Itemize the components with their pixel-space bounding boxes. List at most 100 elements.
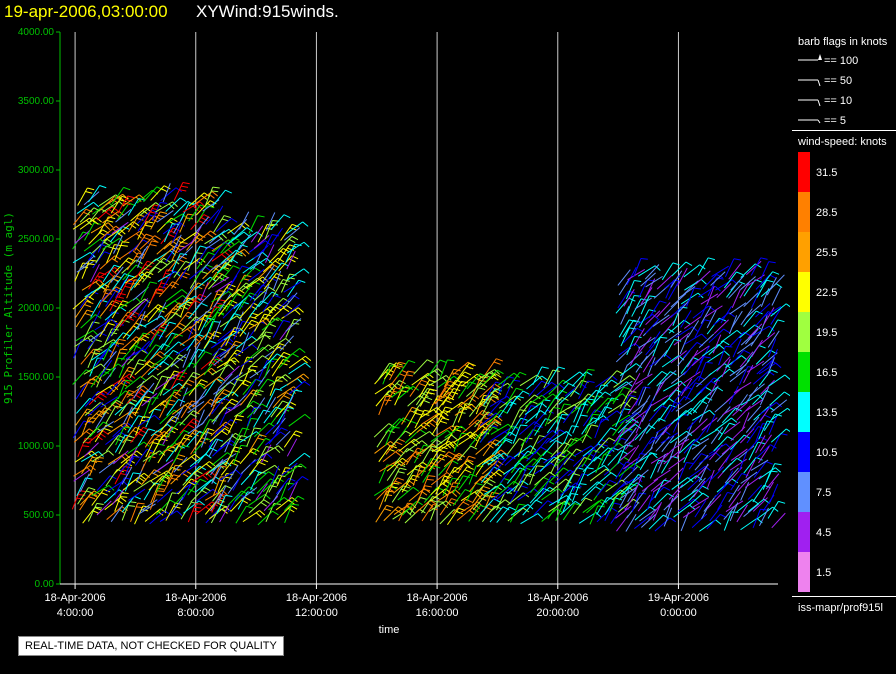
wind-barb-staff xyxy=(614,424,628,442)
wind-barb-flag xyxy=(262,320,269,327)
wind-barb-flag xyxy=(178,454,186,458)
wind-barb-flag xyxy=(729,422,737,426)
wind-barb-staff xyxy=(248,318,267,330)
wind-barb-staff xyxy=(707,350,725,363)
wind-barb-flag xyxy=(611,507,618,512)
wind-barb-flag xyxy=(98,451,104,457)
wind-barb xyxy=(519,465,535,485)
wind-barb-staff xyxy=(699,429,718,441)
wind-barb-staff xyxy=(134,505,144,525)
wind-barb-flag xyxy=(225,494,233,497)
wind-barb xyxy=(283,495,305,512)
wind-barb xyxy=(248,334,271,347)
wind-barb xyxy=(435,434,458,448)
wind-barb-flag xyxy=(725,345,733,348)
wind-barb xyxy=(90,222,114,234)
wind-barb-staff xyxy=(248,334,266,347)
wind-barb-flag xyxy=(87,295,95,301)
wind-barb-staff xyxy=(622,420,639,435)
wind-barb xyxy=(730,349,751,366)
wind-barb xyxy=(729,502,739,522)
wind-barb-flag xyxy=(440,420,448,424)
wind-barb-staff xyxy=(173,201,189,216)
wind-barb-staff xyxy=(578,467,588,487)
wind-barb-staff xyxy=(124,472,134,492)
wind-barb-staff xyxy=(103,275,115,293)
wind-barb-staff xyxy=(507,492,524,506)
wind-barb-staff xyxy=(439,359,448,379)
wind-barb xyxy=(532,366,549,385)
wind-barb-flag xyxy=(480,489,488,493)
wind-barb xyxy=(633,257,648,278)
wind-barb-staff xyxy=(507,372,521,389)
wind-barb-flag xyxy=(700,400,708,405)
wind-barb-staff xyxy=(141,452,151,471)
wind-barb-staff xyxy=(698,333,715,348)
wind-barb-staff xyxy=(286,268,305,281)
wind-barb-flag xyxy=(289,401,297,406)
wind-barb-staff xyxy=(119,311,133,328)
wind-barb xyxy=(183,500,205,514)
wind-barb xyxy=(691,513,708,528)
wind-barb-flag xyxy=(173,506,181,509)
wind-barb-staff xyxy=(174,311,189,329)
wind-barb xyxy=(286,389,303,409)
wind-barb-flag xyxy=(244,496,251,501)
wind-barb-flag xyxy=(88,496,96,500)
wind-barb-staff xyxy=(640,349,655,365)
wind-barb xyxy=(284,227,301,241)
wind-barb xyxy=(277,235,299,252)
wind-barb-flag xyxy=(221,461,229,465)
wind-barb-staff xyxy=(245,379,257,397)
wind-barb-staff xyxy=(203,376,220,389)
wind-barb-staff xyxy=(709,466,725,482)
wind-barb xyxy=(75,309,94,328)
wind-barb-staff xyxy=(279,323,293,341)
wind-barb-staff xyxy=(204,378,217,396)
wind-barb-flag xyxy=(232,435,239,441)
wind-barb-staff xyxy=(82,507,96,524)
wind-barb xyxy=(708,340,730,356)
wind-barb-flag xyxy=(445,406,453,410)
wind-barb-staff xyxy=(195,191,213,204)
wind-barb-flag xyxy=(395,441,403,446)
wind-barb xyxy=(171,253,188,273)
wind-barb-staff xyxy=(684,382,696,401)
wind-barb xyxy=(544,407,561,427)
wind-barb xyxy=(189,266,211,280)
wind-barb-staff xyxy=(143,304,159,319)
wind-barb xyxy=(709,466,725,482)
wind-barb xyxy=(706,513,727,530)
wind-barb-flag xyxy=(111,318,118,325)
wind-barb-staff xyxy=(187,401,205,414)
wind-barb-staff xyxy=(140,215,155,231)
wind-barb-staff xyxy=(102,210,119,224)
wind-barb-flag xyxy=(623,386,631,390)
wind-barb-flag xyxy=(500,449,507,455)
wind-barb-flag xyxy=(106,238,114,244)
wind-barb-flag xyxy=(293,318,301,321)
wind-barb xyxy=(389,417,410,434)
wind-barb-flag xyxy=(162,387,170,392)
wind-barb xyxy=(563,448,583,465)
wind-barb-flag xyxy=(195,285,203,290)
wind-barb-staff xyxy=(563,371,580,385)
wind-barb xyxy=(164,333,183,351)
wind-barb-staff xyxy=(680,489,698,502)
wind-barb xyxy=(238,292,257,311)
wind-barb-flag xyxy=(487,411,495,416)
wind-barb-staff xyxy=(622,466,638,482)
wind-barb-staff xyxy=(257,369,271,387)
wind-barb-staff xyxy=(122,264,137,281)
wind-barb xyxy=(182,201,206,213)
wind-barb-staff xyxy=(683,438,698,454)
wind-barb xyxy=(80,314,102,329)
wind-barb-flag xyxy=(168,233,175,238)
wind-barb xyxy=(700,306,712,324)
wind-barb-flag xyxy=(127,195,135,199)
wind-barb xyxy=(139,202,162,216)
wind-barb-staff xyxy=(149,470,168,482)
wind-barb-staff xyxy=(211,389,225,406)
wind-barb-staff xyxy=(247,346,264,361)
wind-barb-staff xyxy=(670,410,687,425)
